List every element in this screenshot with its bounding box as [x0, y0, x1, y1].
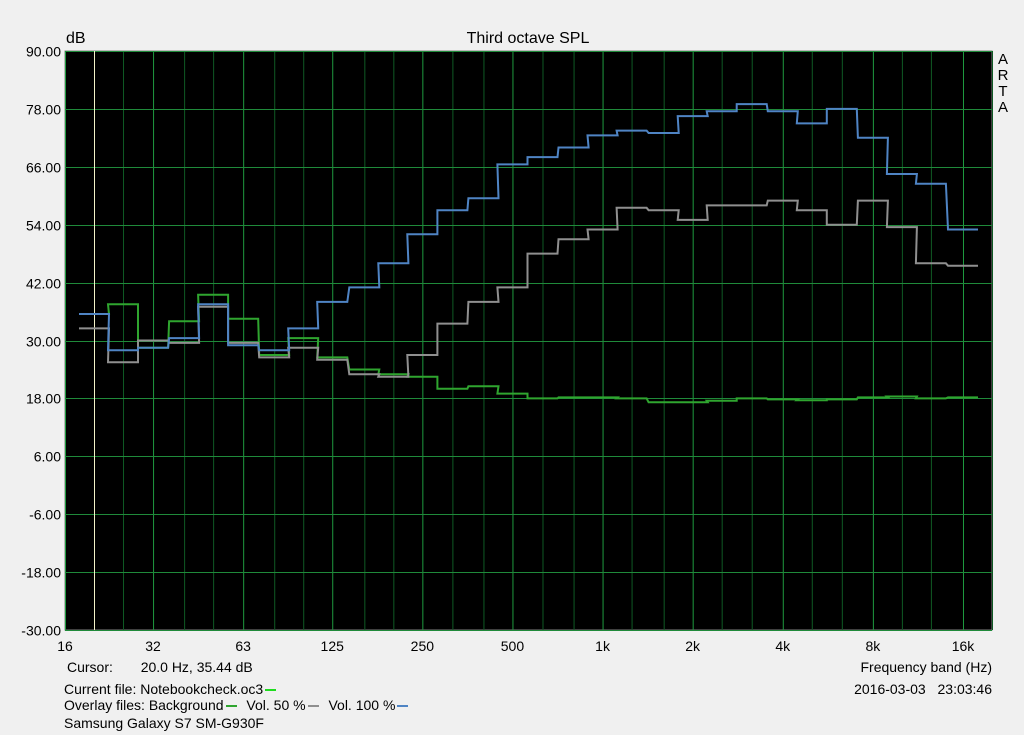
- chart-title: Third octave SPL: [467, 30, 590, 47]
- y-tick-label: 66.00: [26, 160, 61, 176]
- x-tick-labels: 16 32 63 125 250 500 1k 2k 4k 8k 16k: [57, 638, 975, 654]
- x-tick-label: 1k: [595, 638, 611, 654]
- y-tick-label: -30.00: [21, 623, 61, 639]
- cursor-label: Cursor:: [67, 659, 113, 675]
- overlay-swatch-vol-50: [307, 705, 319, 708]
- y-tick-label: -6.00: [29, 507, 61, 523]
- brand-letter: A: [997, 51, 1008, 68]
- x-tick-label: 500: [501, 638, 525, 654]
- y-tick-label: 42.00: [26, 276, 61, 292]
- overlay-files-line: Overlay files: Background Vol. 50 % Vol.…: [64, 697, 414, 713]
- device-name: Samsung Galaxy S7 SM-G930F: [64, 715, 264, 731]
- timestamp: 2016-03-03 23:03:46: [854, 681, 992, 697]
- data-series: [79, 103, 978, 404]
- x-axis-label: Frequency band (Hz): [860, 659, 992, 675]
- overlay-file-vol-50: Vol. 50 %: [246, 697, 306, 713]
- y-tick-label: 90.00: [26, 44, 61, 60]
- overlay-file-vol-100: Vol. 100 %: [328, 697, 396, 713]
- brand-letter: T: [998, 83, 1008, 100]
- y-tick-label: 54.00: [26, 218, 61, 234]
- overlay-swatch-vol-100: [397, 705, 409, 708]
- y-tick-label: 18.00: [26, 391, 61, 407]
- x-tick-label: 250: [411, 638, 435, 654]
- x-tick-label: 16k: [952, 638, 976, 654]
- x-tick-label: 4k: [775, 638, 791, 654]
- date: 2016-03-03: [854, 681, 926, 697]
- cursor-readout: Cursor: 20.0 Hz, 35.44 dB: [67, 659, 253, 675]
- arta-brand: A R T A: [996, 52, 1010, 116]
- x-tick-label: 16: [57, 638, 73, 654]
- overlay-label: Overlay files:: [64, 697, 145, 713]
- y-axis-unit-label: dB: [66, 30, 86, 47]
- brand-letter: R: [997, 67, 1009, 84]
- x-tick-label: 125: [321, 638, 345, 654]
- current-file-label: Current file:: [64, 681, 137, 697]
- y-tick-label: 78.00: [26, 102, 61, 118]
- x-tick-label: 32: [145, 638, 161, 654]
- y-tick-label: -18.00: [21, 565, 61, 581]
- current-file-name: Notebookcheck.oc3: [140, 681, 264, 697]
- current-file-swatch: [265, 689, 277, 692]
- y-tick-label: 30.00: [26, 334, 61, 350]
- y-tick-labels: 90.00 78.00 66.00 54.00 42.00 30.00 18.00 6.00 -…: [21, 44, 61, 639]
- x-tick-label: 8k: [865, 638, 881, 654]
- x-tick-label: 63: [235, 638, 251, 654]
- overlay-file-background: Background: [148, 697, 224, 713]
- brand-letter: A: [997, 99, 1008, 116]
- current-file-line: Current file: Notebookcheck.oc3: [64, 681, 282, 697]
- y-tick-label: 6.00: [34, 449, 61, 465]
- x-tick-label: 2k: [685, 638, 701, 654]
- cursor-value: 20.0 Hz, 35.44 dB: [140, 659, 253, 675]
- plot-area: [64, 50, 993, 631]
- overlay-swatch-background: [225, 705, 237, 708]
- series-line-vol-100: [79, 103, 978, 352]
- time: 23:03:46: [937, 681, 993, 697]
